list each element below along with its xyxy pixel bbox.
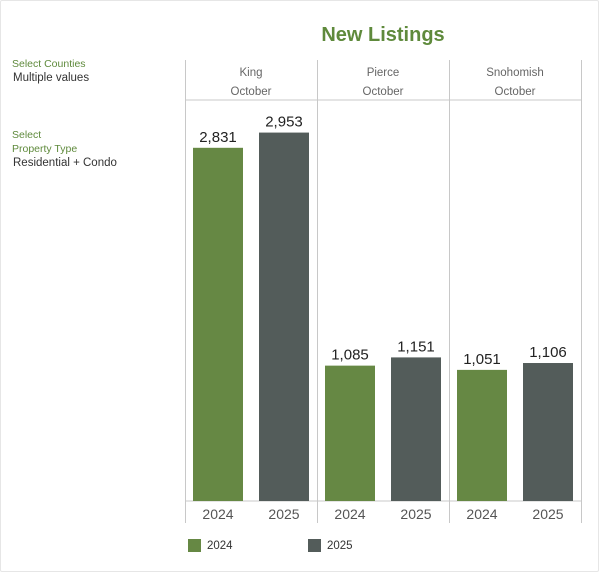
- counties-filter-label: Select Counties: [12, 58, 86, 70]
- chart-title: New Listings: [321, 24, 445, 46]
- bar-value-label: 1,085: [331, 347, 369, 364]
- x-tick-label: 2024: [466, 506, 497, 522]
- legend-swatch-2025: [308, 539, 321, 552]
- legend-label-2025: 2025: [327, 539, 353, 552]
- bar-value-label: 2,831: [199, 129, 237, 146]
- bar-value-label: 1,051: [463, 351, 501, 368]
- legend-swatch-2024: [188, 539, 201, 552]
- chart-legend: 2024 2025: [0, 539, 599, 555]
- x-tick-label: 2025: [532, 506, 563, 522]
- bar-king-2025: [259, 132, 309, 501]
- panel-header-month: October: [231, 86, 272, 98]
- counties-filter-value[interactable]: Multiple values: [13, 72, 90, 84]
- panel-header-county: Snohomish: [486, 67, 544, 79]
- bar-value-label: 2,953: [265, 114, 303, 131]
- legend-label-2024: 2024: [207, 539, 233, 552]
- property-type-filter-label-line1: Select: [12, 129, 42, 141]
- bar-snohomish-2024: [457, 369, 507, 501]
- x-tick-label: 2024: [334, 506, 365, 522]
- bar-snohomish-2025: [523, 363, 573, 501]
- bar-king-2024: [193, 147, 243, 501]
- panel-header-county: Pierce: [367, 67, 400, 79]
- property-type-filter-label-line2: Property Type: [12, 143, 78, 155]
- bar-value-label: 1,106: [529, 344, 567, 361]
- bar-value-label: 1,151: [397, 338, 435, 355]
- panel-header-county: King: [239, 67, 262, 79]
- bar-pierce-2024: [325, 365, 375, 501]
- bar-pierce-2025: [391, 357, 441, 501]
- property-type-filter-value[interactable]: Residential + Condo: [13, 157, 117, 169]
- legend-item-2024[interactable]: 2024: [188, 539, 233, 552]
- x-tick-label: 2025: [268, 506, 299, 522]
- x-tick-label: 2024: [202, 506, 233, 522]
- legend-item-2025[interactable]: 2025: [308, 539, 353, 552]
- panel-header-month: October: [363, 86, 404, 98]
- panel-header-month: October: [495, 86, 536, 98]
- x-tick-label: 2025: [400, 506, 431, 522]
